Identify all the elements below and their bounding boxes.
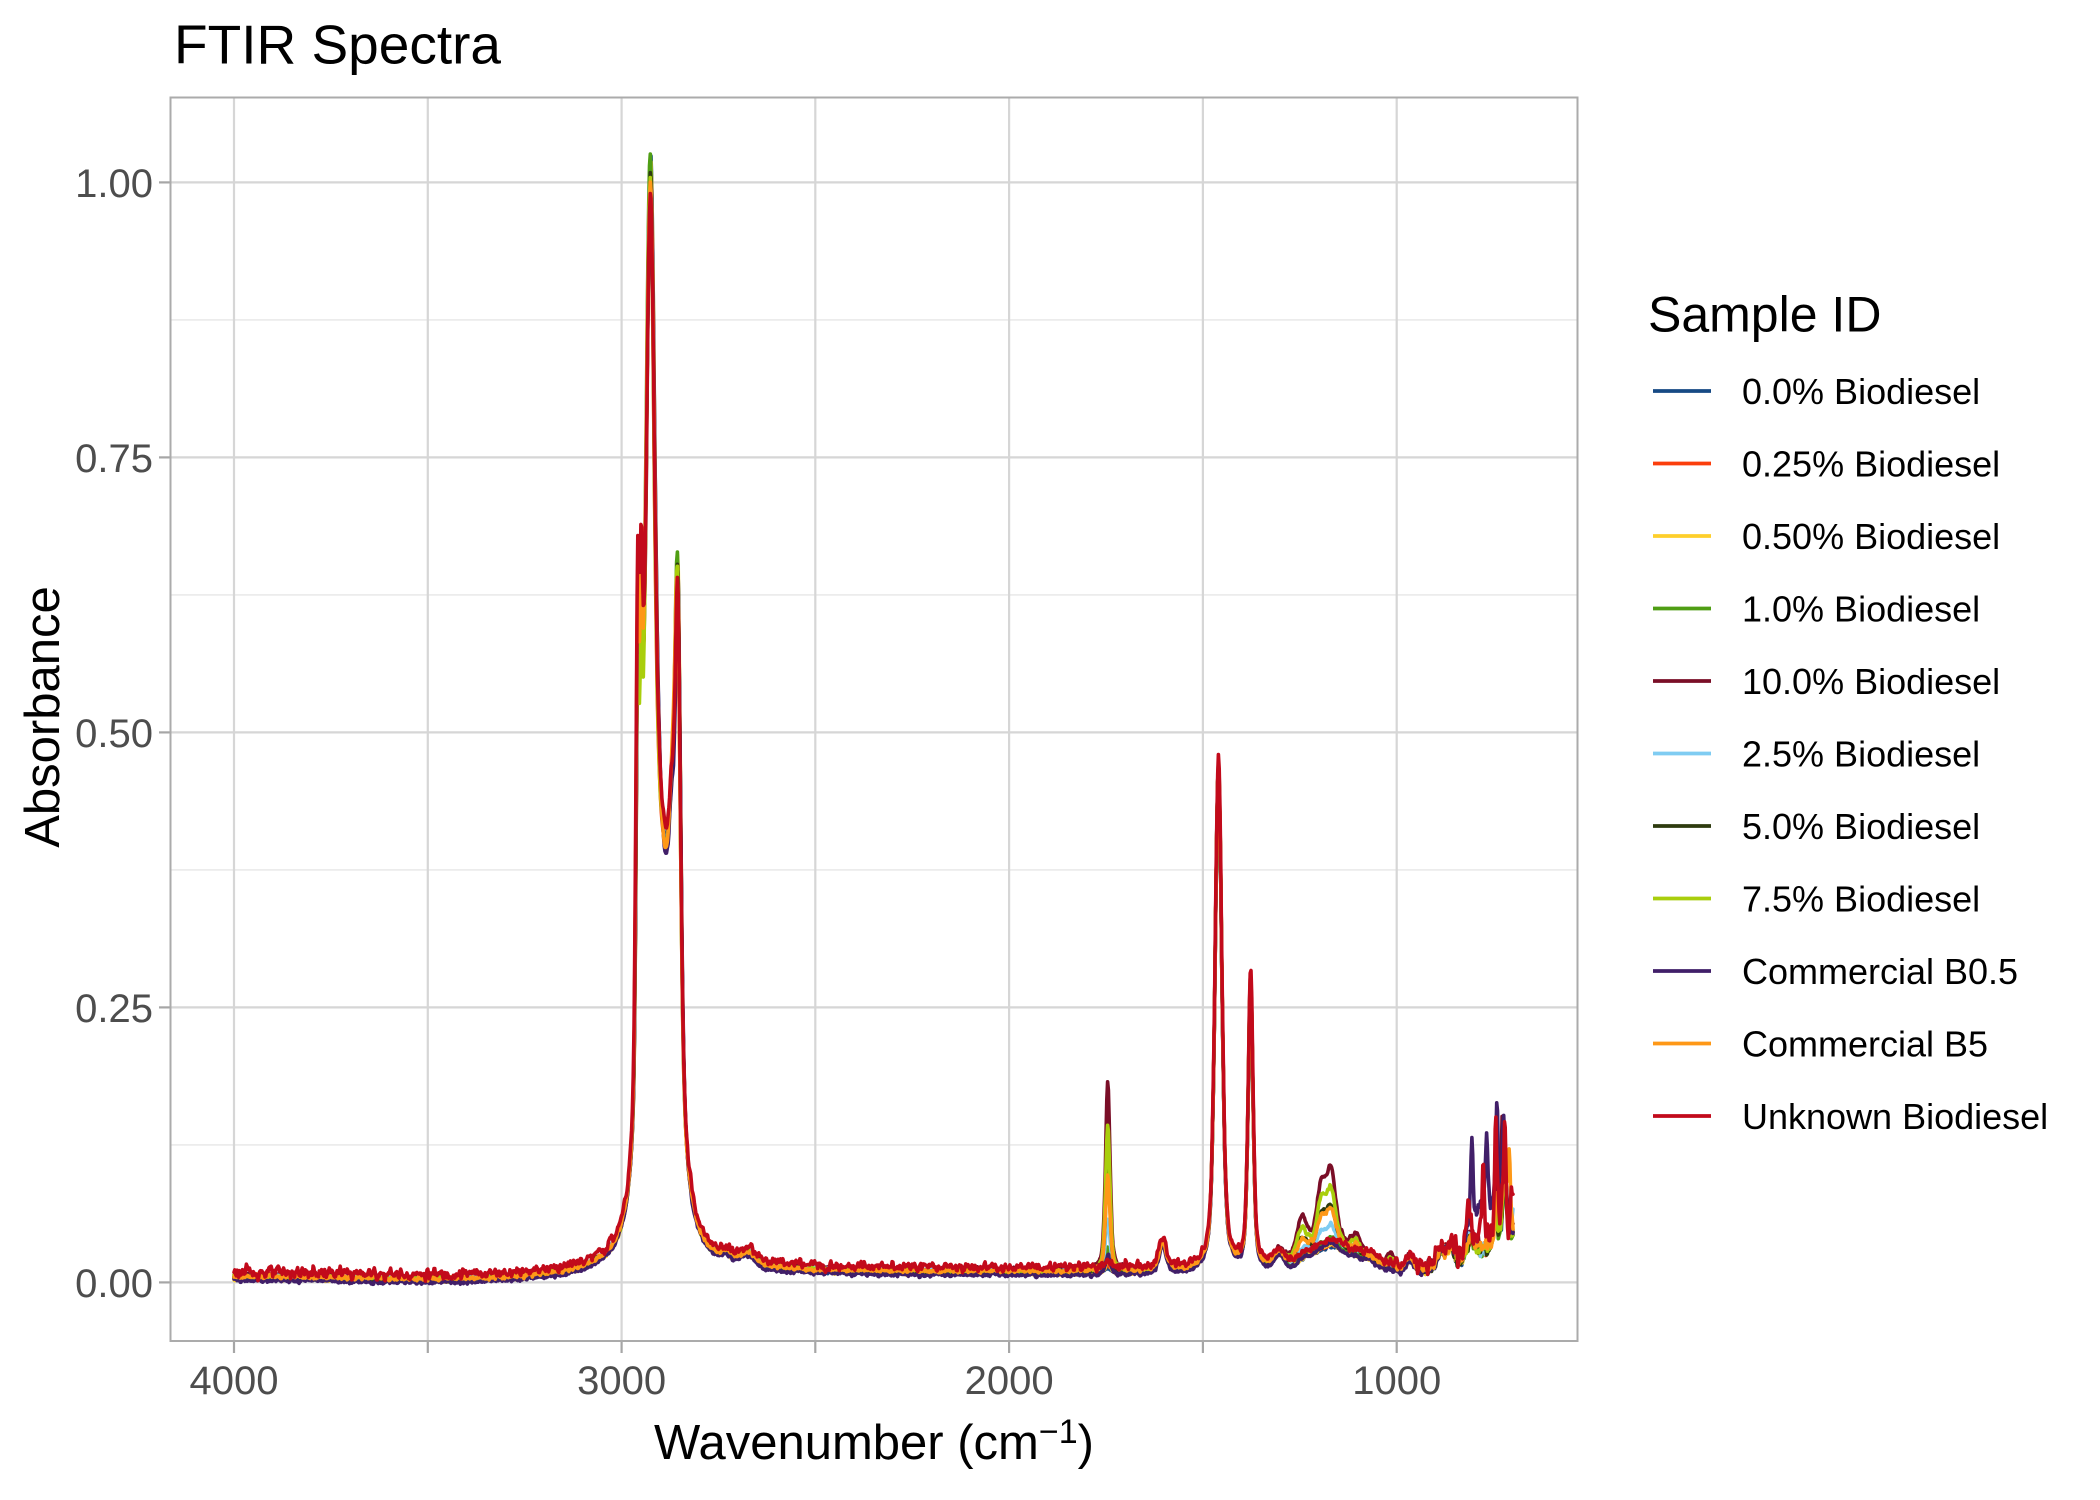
- svg-text:Unknown Biodiesel: Unknown Biodiesel: [1742, 1096, 2048, 1137]
- svg-text:4000: 4000: [190, 1359, 279, 1403]
- svg-text:Wavenumber (cm−1): Wavenumber (cm−1): [654, 1413, 1094, 1470]
- svg-text:FTIR Spectra: FTIR Spectra: [174, 14, 501, 76]
- svg-text:1.0% Biodiesel: 1.0% Biodiesel: [1742, 589, 1980, 630]
- svg-text:Commercial B5: Commercial B5: [1742, 1024, 1988, 1065]
- svg-text:2.5% Biodiesel: 2.5% Biodiesel: [1742, 734, 1980, 775]
- svg-text:0.25% Biodiesel: 0.25% Biodiesel: [1742, 444, 2000, 485]
- svg-text:3000: 3000: [577, 1359, 666, 1403]
- svg-text:7.5% Biodiesel: 7.5% Biodiesel: [1742, 879, 1980, 920]
- svg-text:5.0% Biodiesel: 5.0% Biodiesel: [1742, 806, 1980, 847]
- svg-text:Absorbance: Absorbance: [16, 586, 70, 848]
- svg-text:0.50: 0.50: [75, 712, 153, 756]
- svg-text:1000: 1000: [1352, 1359, 1441, 1403]
- svg-text:0.50% Biodiesel: 0.50% Biodiesel: [1742, 516, 2000, 557]
- svg-text:0.75: 0.75: [75, 437, 153, 481]
- svg-text:1.00: 1.00: [75, 162, 153, 206]
- svg-text:0.00: 0.00: [75, 1262, 153, 1306]
- svg-text:0.25: 0.25: [75, 987, 153, 1031]
- svg-text:0.0% Biodiesel: 0.0% Biodiesel: [1742, 371, 1980, 412]
- svg-text:Commercial B0.5: Commercial B0.5: [1742, 951, 2018, 992]
- svg-text:2000: 2000: [965, 1359, 1054, 1403]
- svg-text:10.0% Biodiesel: 10.0% Biodiesel: [1742, 661, 2000, 702]
- svg-text:Sample ID: Sample ID: [1648, 287, 1881, 343]
